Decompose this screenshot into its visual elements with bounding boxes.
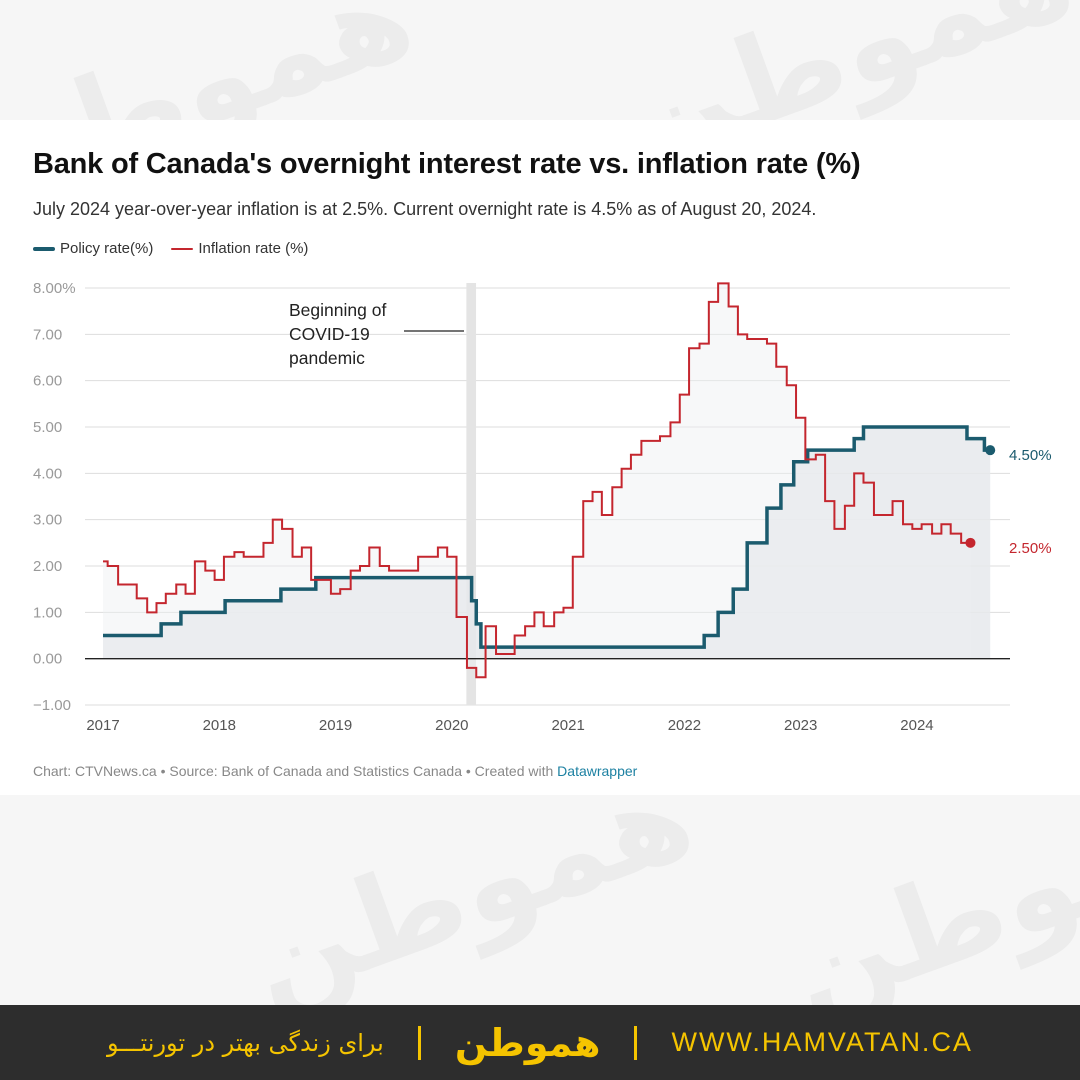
covid-annotation-line: pandemic [289,348,365,368]
legend-item-inflation: Inflation rate (%) [171,240,308,257]
legend-label-inflation: Inflation rate (%) [198,240,309,257]
brand-tagline: برای زندگی بهتر در تورنتـــو [107,1028,384,1057]
covid-annotation-line: COVID-19 [289,324,370,344]
inflation-end-point [965,537,976,548]
brand-bar: برای زندگی بهتر در تورنتـــو هموطن WWW.H… [0,1005,1080,1080]
chart-source-note: Chart: CTVNews.ca • Source: Bank of Cana… [33,763,637,779]
covid-annotation-line: Beginning of [289,300,386,320]
brand-divider [417,1025,421,1060]
x-tick-label: 2018 [203,717,236,734]
source-text: Chart: CTVNews.ca • Source: Bank of Cana… [33,763,558,779]
policy-end-point [985,445,996,456]
chart-legend: Policy rate(%) Inflation rate (%) [33,240,308,257]
legend-item-policy: Policy rate(%) [33,240,153,257]
y-tick-label: 1.00 [33,604,62,621]
legend-swatch-inflation [171,247,194,250]
brand-divider [634,1025,638,1060]
inflation-rate-line [103,282,971,679]
x-tick-label: 2023 [784,717,817,734]
x-tick-label: 2017 [86,717,119,734]
y-tick-label: 7.00 [33,326,62,343]
y-tick-label: 3.00 [33,512,62,529]
chart-subtitle: July 2024 year-over-year inflation is at… [33,199,817,219]
x-tick-label: 2020 [435,717,468,734]
chart-svg: −1.00 0.00 1.00 2.00 3.00 4.00 5.00 6.00 7.00 8.0… [33,280,1052,734]
x-tick-label: 2022 [668,717,701,734]
y-tick-label: 5.00 [33,419,62,436]
policy-rate-line [103,425,991,649]
y-tick-label: −1.00 [33,697,71,714]
brand-logo: هموطن [454,1020,601,1065]
watermark-text: هموطن [770,755,1080,1044]
brand-url[interactable]: WWW.HAMVATAN.CA [671,1027,973,1057]
y-tick-label: 6.00 [33,373,62,390]
y-tick-label: 8.00% [33,280,76,297]
y-tick-label: 0.00 [33,651,62,668]
x-tick-label: 2021 [551,717,584,734]
policy-end-label: 4.50% [1009,447,1052,464]
policy-area [103,427,991,659]
chart-title: Bank of Canada's overnight interest rate… [33,148,861,180]
legend-swatch-policy [33,246,55,251]
inflation-end-label: 2.50% [1009,540,1052,557]
datawrapper-link[interactable]: Datawrapper [557,763,638,779]
x-tick-label: 2019 [319,717,352,734]
y-tick-label: 2.00 [33,558,62,575]
covid-band [466,283,477,705]
legend-label-policy: Policy rate(%) [60,240,154,257]
inflation-area [103,283,971,678]
x-tick-label: 2024 [900,717,933,734]
y-tick-label: 4.00 [33,465,62,482]
